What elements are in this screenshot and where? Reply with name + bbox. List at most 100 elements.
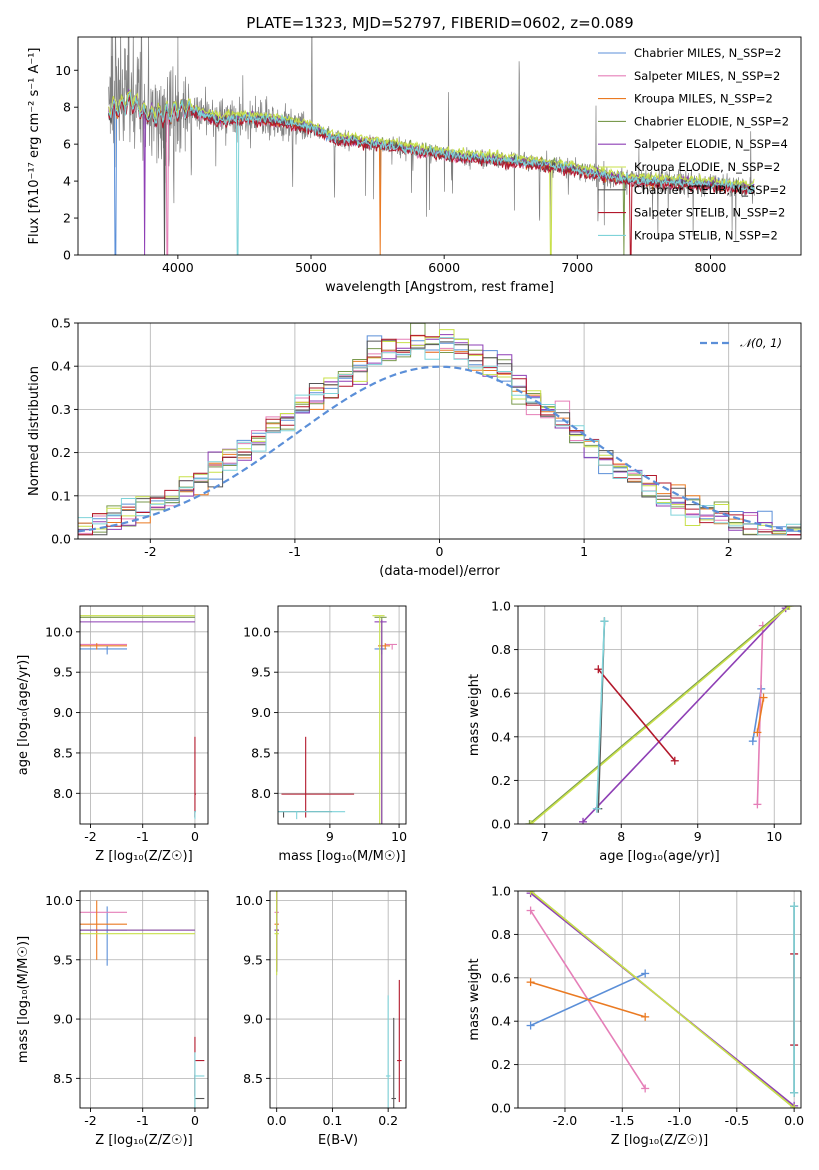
x-axis-label: age [log₁₀(age/yr)] — [599, 849, 720, 864]
y-axis-label: Flux [fλ10⁻¹⁷ erg cm⁻² s⁻¹ A⁻¹] — [27, 48, 42, 245]
ssp-link-salpeter_stelib — [597, 668, 676, 762]
legend-entry: Salpeter ELODIE, N_SSP=4 — [634, 137, 788, 151]
y-tick-label: 8 — [63, 100, 71, 115]
y-tick-label: 8.5 — [53, 745, 73, 760]
x-tick-label: 0.1 — [322, 1113, 342, 1128]
x-axis-label: E(B-V) — [318, 1133, 358, 1148]
x-axis-label: Z [log₁₀(Z/Z☉)] — [611, 1133, 708, 1148]
y-tick-label: 1.0 — [491, 599, 511, 614]
y-tick-label: 10.0 — [45, 893, 73, 908]
spectrum-plot — [108, 37, 755, 255]
x-tick-label: 8 — [617, 829, 625, 844]
y-axis-label: age [log₁₀(age/yr)] — [16, 655, 31, 776]
y-tick-label: 0.0 — [51, 532, 71, 547]
model-spectrum-kroupa_stelib — [108, 91, 755, 255]
x-axis-label: Z [log₁₀(Z/Z☉)] — [95, 1133, 192, 1148]
x-tick-label: -2 — [84, 1113, 96, 1128]
mass-vs-Z-frame — [79, 890, 209, 1109]
y-tick-label: 0.3 — [51, 402, 71, 417]
x-tick-label: -1 — [136, 829, 148, 844]
legend-entry: Salpeter STELIB, N_SSP=2 — [634, 206, 785, 220]
ssp-link-kroupa_miles — [530, 981, 646, 1018]
x-tick-label: 0 — [436, 544, 444, 559]
ssp-link-kroupa_miles — [756, 697, 765, 733]
y-tick-label: 9.0 — [251, 705, 271, 720]
x-tick-label: 0.2 — [378, 1113, 398, 1128]
x-tick-label: -1.0 — [667, 1113, 691, 1128]
x-tick-label: 10 — [766, 829, 782, 844]
age_vs_Z-grid — [80, 606, 208, 824]
y-tick-label: 9.5 — [251, 665, 271, 680]
mass_vs_Z-plot — [80, 891, 205, 1108]
y-tick-label: 4 — [63, 174, 71, 189]
legend-entry: 𝒩(0, 1) — [740, 336, 782, 350]
massweight-vs-age-frame — [517, 605, 802, 825]
y-axis-label: Normed distribution — [27, 366, 42, 496]
x-axis-label: (data-model)/error — [379, 564, 500, 579]
ssp-link-kroupa_elodie — [530, 891, 795, 1108]
y-tick-label: 8.5 — [243, 1071, 263, 1086]
residual-histogram-kroupa_stelib — [78, 337, 801, 536]
model-spectrum-salpeter_stelib — [108, 96, 755, 255]
x-tick-label: 9 — [326, 829, 334, 844]
y-tick-label: 8.5 — [53, 1071, 73, 1086]
x-tick-label: 0 — [191, 1113, 199, 1128]
ssp-link-kroupa_elodie — [530, 606, 791, 824]
y-tick-label: 10.0 — [45, 624, 73, 639]
y-tick-label: 9.5 — [53, 665, 73, 680]
x-tick-label: -1 — [136, 1113, 148, 1128]
x-tick-label: 1 — [580, 544, 588, 559]
gaussian-curve — [78, 365, 801, 533]
y-tick-label: 0.4 — [51, 359, 71, 374]
mass_vs_ebv-grid — [270, 891, 406, 1108]
x-axis-label: mass [log₁₀(M/M☉)] — [278, 849, 405, 864]
x-tick-label: -1.5 — [610, 1113, 634, 1128]
y-tick-label: 10.0 — [243, 624, 271, 639]
x-tick-label: 8000 — [695, 260, 727, 275]
legend-entry: Kroupa ELODIE, N_SSP=2 — [634, 160, 780, 174]
y-tick-label: 0.8 — [491, 642, 511, 657]
age-vs-Z-frame — [79, 605, 209, 825]
y-tick-label: 8.0 — [53, 786, 73, 801]
x-tick-label: -2.0 — [553, 1113, 577, 1128]
y-tick-label: 10.0 — [235, 893, 263, 908]
y-tick-label: 0.1 — [51, 488, 71, 503]
y-tick-label: 0.2 — [491, 1057, 511, 1072]
x-tick-label: -2 — [144, 544, 156, 559]
mass_vs_ebv-plot — [274, 891, 402, 1108]
legend-entry: Salpeter MILES, N_SSP=2 — [634, 69, 780, 83]
residual-histogram-chabrier_stelib — [78, 339, 801, 536]
ssp-link-kroupa_stelib — [595, 621, 606, 809]
x-axis-label: wavelength [Angstrom, rest frame] — [325, 280, 554, 295]
spectrum-frame — [77, 36, 802, 256]
y-tick-label: 0.2 — [51, 445, 71, 460]
y-tick-label: 0.0 — [491, 817, 511, 832]
y-tick-label: 0.6 — [491, 686, 511, 701]
y-tick-label: 9.0 — [243, 1012, 263, 1027]
residuals-plot — [78, 323, 801, 536]
massweight_vs_Z-plot — [526, 891, 799, 1108]
x-tick-label: 5000 — [295, 260, 327, 275]
x-tick-label: 6000 — [428, 260, 460, 275]
y-tick-label: 9.5 — [243, 952, 263, 967]
model-spectrum-kroupa_elodie — [108, 89, 755, 255]
y-tick-label: 0 — [63, 248, 71, 263]
age_vs_mass-plot — [278, 615, 398, 824]
y-tick-label: 0.0 — [491, 1101, 511, 1116]
x-tick-label: 7 — [541, 829, 549, 844]
legend-entry: Kroupa MILES, N_SSP=2 — [634, 92, 773, 106]
y-tick-label: 9.5 — [53, 952, 73, 967]
x-tick-label: 0 — [191, 829, 199, 844]
massweight_vs_age-plot — [525, 606, 794, 824]
y-axis-label: mass weight — [467, 958, 482, 1040]
y-axis-label: mass [log₁₀(M/M☉)] — [16, 936, 31, 1063]
x-tick-label: 9 — [694, 829, 702, 844]
legend-entry: Chabrier STELIB, N_SSP=2 — [634, 183, 786, 197]
y-tick-label: 1.0 — [491, 884, 511, 899]
legend-entry: Chabrier ELODIE, N_SSP=2 — [634, 114, 789, 128]
y-tick-label: 0.4 — [491, 1014, 511, 1029]
residuals-frame — [77, 322, 802, 540]
y-tick-label: 0.8 — [491, 927, 511, 942]
y-tick-label: 9.0 — [53, 705, 73, 720]
mass-vs-ebv-frame — [269, 890, 407, 1109]
